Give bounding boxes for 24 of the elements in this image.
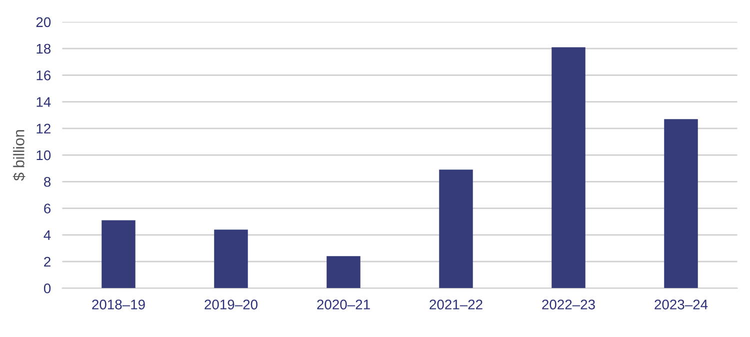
bar bbox=[214, 230, 248, 288]
bar bbox=[552, 47, 586, 288]
x-tick-label: 2018–19 bbox=[92, 300, 145, 310]
y-tick-label: 12 bbox=[36, 124, 50, 134]
x-tick-label: 2021–22 bbox=[430, 300, 482, 310]
bar bbox=[326, 256, 360, 288]
y-tick-label: 6 bbox=[44, 204, 51, 214]
y-tick-label: 14 bbox=[36, 97, 51, 107]
y-tick-label: 18 bbox=[36, 44, 51, 54]
bar bbox=[439, 170, 473, 288]
y-tick-label: 20 bbox=[36, 17, 51, 28]
y-tick-label: 16 bbox=[36, 70, 51, 80]
y-tick-label: 10 bbox=[36, 150, 51, 160]
y-tick-label: 4 bbox=[44, 230, 51, 240]
y-axis-title: $ billion bbox=[12, 130, 26, 181]
x-tick-label: 2019–20 bbox=[204, 300, 258, 310]
y-tick-label: 8 bbox=[44, 176, 51, 187]
y-tick-label: 2 bbox=[44, 256, 50, 267]
bar bbox=[102, 220, 136, 288]
x-tick-label: 2023–24 bbox=[654, 300, 708, 310]
x-tick-label: 2022–23 bbox=[542, 300, 595, 310]
x-tick-label: 2020–21 bbox=[317, 300, 370, 310]
bar bbox=[664, 119, 698, 288]
y-tick-label: 0 bbox=[44, 283, 51, 294]
